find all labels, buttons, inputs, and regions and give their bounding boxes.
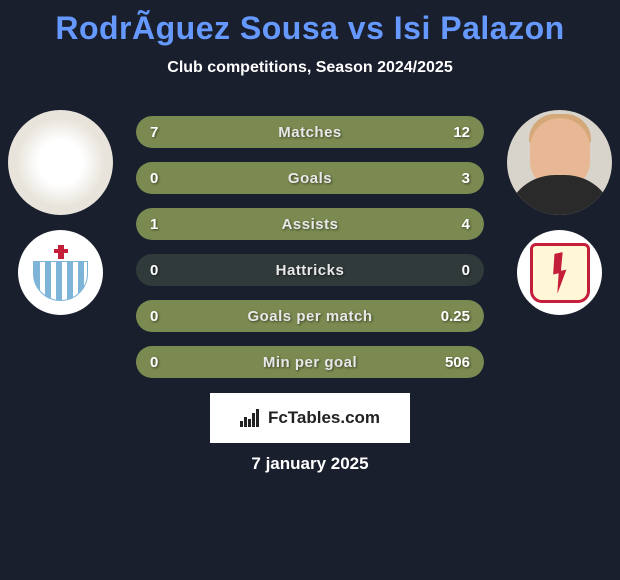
celta-vigo-crest-icon xyxy=(33,243,88,303)
stat-fill-right xyxy=(206,208,484,240)
player-right-column xyxy=(507,110,612,315)
stat-value-left: 7 xyxy=(150,124,158,141)
subtitle: Club competitions, Season 2024/2025 xyxy=(0,59,620,77)
stat-value-right: 4 xyxy=(462,216,470,233)
stat-label: Assists xyxy=(282,216,339,233)
stat-value-left: 0 xyxy=(150,262,158,279)
stat-row: 7 12 Matches xyxy=(136,116,484,148)
stats-container: 7 12 Matches 0 3 Goals 1 4 Assists 0 0 Hattricks 0 0.… xyxy=(136,116,484,392)
player-left-column xyxy=(8,110,113,315)
club-right-badge xyxy=(517,230,602,315)
date-text: 7 january 2025 xyxy=(0,454,620,474)
club-left-badge xyxy=(18,230,103,315)
stat-row: 0 3 Goals xyxy=(136,162,484,194)
stat-label: Goals xyxy=(288,170,332,187)
stat-value-left: 0 xyxy=(150,354,158,371)
player-right-photo xyxy=(507,110,612,215)
stat-row: 0 506 Min per goal xyxy=(136,346,484,378)
stat-value-left: 0 xyxy=(150,170,158,187)
stat-row: 0 0.25 Goals per match xyxy=(136,300,484,332)
stat-row: 1 4 Assists xyxy=(136,208,484,240)
stat-label: Matches xyxy=(278,124,342,141)
page-title: RodrÃ­guez Sousa vs Isi Palazon xyxy=(0,0,620,47)
player-left-photo xyxy=(8,110,113,215)
stat-value-right: 3 xyxy=(462,170,470,187)
stat-label: Hattricks xyxy=(276,262,345,279)
chart-bars-icon xyxy=(240,409,262,427)
stat-value-right: 0 xyxy=(462,262,470,279)
stat-fill-left xyxy=(136,208,206,240)
stat-value-left: 1 xyxy=(150,216,158,233)
stat-value-left: 0 xyxy=(150,308,158,325)
rayo-vallecano-crest-icon xyxy=(530,243,590,303)
stat-label: Min per goal xyxy=(263,354,357,371)
stat-value-right: 506 xyxy=(445,354,470,371)
stat-value-right: 0.25 xyxy=(441,308,470,325)
stat-value-right: 12 xyxy=(453,124,470,141)
branding-logo: FcTables.com xyxy=(210,393,410,443)
branding-text: FcTables.com xyxy=(268,408,380,428)
stat-label: Goals per match xyxy=(247,308,372,325)
stat-row: 0 0 Hattricks xyxy=(136,254,484,286)
